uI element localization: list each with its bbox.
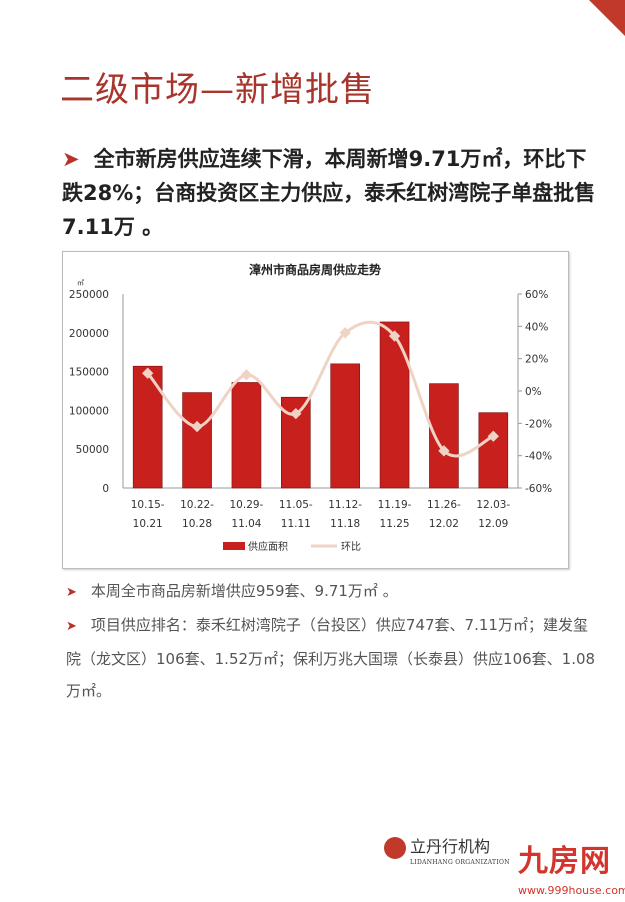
x-tick-label: 10.29- [230,499,264,511]
legend-label: 供应面积 [248,540,288,553]
x-tick-label: 12.03- [476,499,510,511]
y-tick-label: 250000 [69,289,109,301]
bar [182,392,212,489]
y2-tick-label: -40% [525,451,552,463]
x-tick-label: 11.26- [427,499,461,511]
note-item: ➤ 本周全市商品房新增供应959套、9.71万㎡ 。 [66,575,596,609]
line-point [487,430,499,442]
note-text: 项目供应排名：泰禾红树湾院子（台投区）供应747套、7.11万㎡；建发玺院（龙文… [66,616,596,700]
x-tick-label: 11.19- [378,499,412,511]
legend-bar-swatch [223,542,245,550]
bullet-arrow-icon: ➤ [62,147,80,171]
org-name: 立丹行机构 [410,837,491,856]
y2-tick-label: 0% [525,386,542,398]
x-tick-label: 10.22- [180,499,214,511]
x-tick-label: 12.09 [478,518,508,530]
highlight-paragraph: ➤ 全市新房供应连续下滑，本周新增9.71万㎡，环比下跌28%；台商投资区主力供应… [62,142,607,244]
logo-icon [384,836,406,859]
x-tick-label: 11.12- [328,499,362,511]
x-tick-label: 10.21 [133,518,163,530]
notes: ➤ 本周全市商品房新增供应959套、9.71万㎡ 。 ➤ 项目供应排名：泰禾红树湾院… [66,575,596,707]
line-point [240,369,253,381]
line-point [290,407,302,420]
x-tick-label: 11.25 [380,518,410,530]
line-series [146,320,494,458]
y-tick-label: 100000 [69,405,109,417]
site-logo: 九房网 [518,844,611,879]
x-tick-label: 10.28 [182,518,212,530]
x-tick-label: 11.11 [281,518,311,530]
org-name-en: LIDANHANG ORGANIZATION [410,858,510,866]
org-logo: 立丹行机构 LIDANHANG ORGANIZATION [384,836,510,867]
y2-tick-label: 40% [525,321,548,333]
bar [379,321,410,489]
line-point [191,420,203,433]
note-item: ➤ 项目供应排名：泰禾红树湾院子（台投区）供应747套、7.11万㎡；建发玺院（龙… [66,609,596,707]
x-tick-label: 11.18 [330,518,360,530]
bar [132,365,163,489]
y2-tick-label: 20% [525,354,548,366]
highlight-text: 全市新房供应连续下滑，本周新增9.71万㎡，环比下跌28%；台商投资区主力供应，… [62,147,596,239]
line-point [438,445,450,457]
bullet-arrow-icon: ➤ [66,585,77,600]
legend-label: 环比 [341,541,361,553]
y-tick-label: 50000 [76,444,109,456]
y-tick-label: 0 [102,483,109,495]
y-tick-label: 200000 [69,328,109,340]
bar [330,363,360,489]
page-title: 二级市场—新增批售 [60,70,375,110]
note-text: 本周全市商品房新增供应959套、9.71万㎡ 。 [90,582,398,600]
corner-decoration [589,0,625,36]
y2-tick-label: -20% [525,418,552,430]
site-url: www.999house.com [518,884,625,897]
x-tick-label: 10.15- [131,499,165,511]
x-tick-label: 11.04 [231,518,261,530]
y-axis-unit: ㎡ [77,279,84,287]
bar [231,382,262,489]
x-tick-label: 11.05- [279,499,313,511]
line-point [339,327,351,339]
y2-tick-label: -60% [525,483,552,495]
bar [478,412,509,489]
y-tick-label: 150000 [69,367,109,379]
bullet-arrow-icon: ➤ [66,619,77,634]
y2-tick-label: 60% [525,289,548,301]
chart-title: 漳州市商品房周供应走势 [249,262,381,277]
x-tick-label: 12.02 [429,518,459,530]
